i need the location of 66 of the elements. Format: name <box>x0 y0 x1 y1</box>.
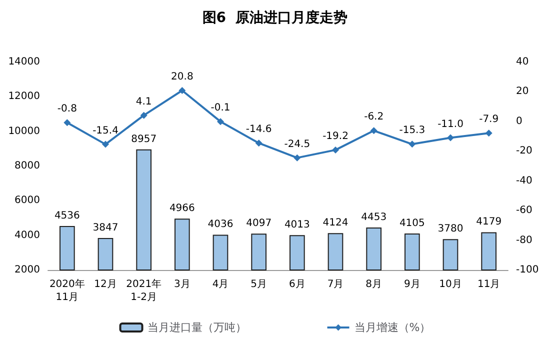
x-tick-label: 6月 <box>288 279 306 290</box>
data-label: 4105 <box>399 218 425 230</box>
x-tick-label: 4月 <box>212 279 229 290</box>
y2-tick-label: -60 <box>516 205 532 216</box>
point <box>294 154 301 162</box>
legend-label: 当月增速（%） <box>354 321 431 334</box>
y2-tick-label: 0 <box>516 116 522 127</box>
data-label: 8957 <box>131 134 157 145</box>
data-label: -15.3 <box>399 125 426 136</box>
x-tick-label: 2021年 1-2月 <box>126 278 162 303</box>
data-label: -0.8 <box>57 104 77 115</box>
y2-tick-label: -80 <box>516 234 532 246</box>
x-tick-label: 12月 <box>94 279 117 290</box>
data-label: 4097 <box>246 218 272 230</box>
data-label: 4179 <box>476 216 502 228</box>
data-label: 3780 <box>438 224 464 235</box>
y2-tick-label: -40 <box>516 175 532 186</box>
data-label: 4536 <box>54 210 80 222</box>
y2-tick-label: 20 <box>516 86 529 98</box>
data-label: 4453 <box>361 212 387 223</box>
y-tick-label: 6000 <box>14 195 40 206</box>
y-tick-label: 14000 <box>8 56 40 68</box>
data-label: 20.8 <box>171 72 194 83</box>
data-label: -6.2 <box>364 112 384 123</box>
x-tick-label: 7月 <box>327 279 344 290</box>
x-tick-label: 3月 <box>174 279 190 290</box>
point <box>485 130 492 137</box>
point <box>408 140 416 148</box>
chart-title: 图6 原油进口月度走势 <box>202 9 348 26</box>
y-tick-label: 2000 <box>14 264 40 276</box>
data-label: -19.2 <box>322 130 348 142</box>
point <box>178 87 186 94</box>
point <box>140 112 148 119</box>
data-label: -24.5 <box>284 138 310 150</box>
y2-tick-label: -20 <box>516 146 532 157</box>
y2-tick-label: 40 <box>516 56 529 68</box>
data-label: 4124 <box>322 218 348 229</box>
y-tick-label: 12000 <box>8 91 40 102</box>
point <box>217 118 224 126</box>
legend-label: 当月进口量（万吨） <box>147 321 246 334</box>
y-tick-label: 4000 <box>14 230 40 241</box>
x-tick-label: 8月 <box>366 279 382 290</box>
data-label: -14.6 <box>246 124 272 136</box>
data-label: -11.0 <box>438 118 464 130</box>
y-tick-label: 8000 <box>14 160 40 172</box>
point <box>102 140 109 148</box>
data-label: 4.1 <box>136 96 152 108</box>
x-tick-label: 9月 <box>404 279 420 290</box>
data-label: -0.1 <box>210 102 230 114</box>
point <box>255 140 262 147</box>
data-label: 3847 <box>92 222 118 234</box>
x-tick-label: 5月 <box>250 279 268 290</box>
x-tick-label: 11月 <box>477 279 500 290</box>
y2-tick-label: -100 <box>516 264 539 276</box>
point <box>332 146 339 154</box>
point <box>64 119 71 126</box>
data-label: 4013 <box>284 220 310 231</box>
data-label: -15.4 <box>92 125 118 136</box>
data-label: 4966 <box>169 203 195 214</box>
x-tick-label: 10月 <box>439 279 462 290</box>
y-tick-label: 10000 <box>8 126 40 137</box>
x-tick-label: 2020年 11月 <box>49 278 85 303</box>
point <box>447 134 454 142</box>
data-label: 4036 <box>208 219 234 230</box>
data-label: -7.9 <box>479 114 499 126</box>
point <box>370 127 378 134</box>
